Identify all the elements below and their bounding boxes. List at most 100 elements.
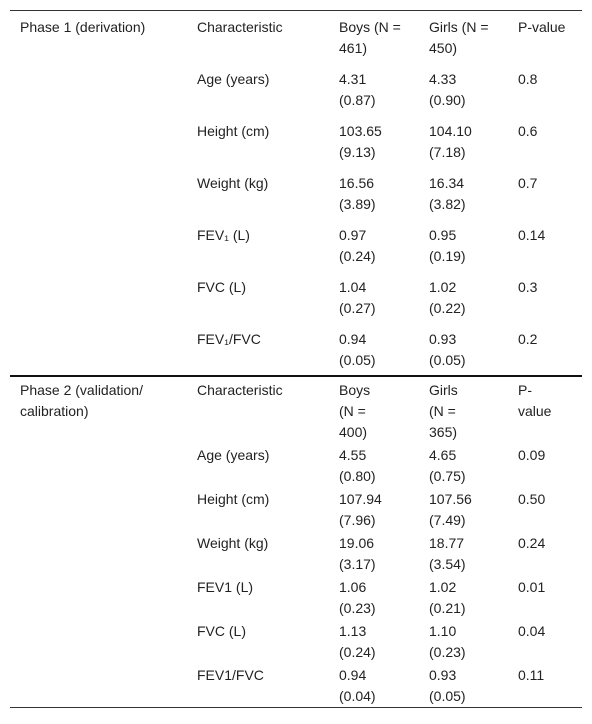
header-text: Girls (N = 450) <box>429 19 489 56</box>
boys-cell: 0.94 (0.04) <box>329 663 419 708</box>
header-cell: P-value <box>508 11 582 64</box>
boys-cell: 0.97 (0.24) <box>329 219 419 271</box>
girls-cell: 0.93 (0.05) <box>419 323 508 375</box>
header-cell: P-value <box>508 376 582 443</box>
sd: (3.82) <box>429 196 466 212</box>
table-container: Phase 1 (derivation) Characteristic Boys (… <box>10 10 582 708</box>
label-cell: FEV₁ (L) <box>187 219 329 271</box>
row-label: FVC (L) <box>197 279 246 295</box>
row-label: Weight (kg) <box>197 535 269 551</box>
girls-cell: 1.02 (0.21) <box>419 575 508 619</box>
data-row: Height (cm) 107.94 (7.96) 107.56 (7.49) 0.50 <box>10 487 582 531</box>
section-table: Phase 2 (validation/ calibration) Charact… <box>10 375 582 708</box>
header-text: Boys (N = 461) <box>339 19 401 56</box>
girls-cell: 0.95 (0.19) <box>419 219 508 271</box>
p-value: 0.7 <box>518 175 538 191</box>
label-cell: FVC (L) <box>187 271 329 323</box>
sd: (0.05) <box>429 352 466 368</box>
boys-cell: 1.06 (0.23) <box>329 575 419 619</box>
p-value: 0.50 <box>518 491 546 507</box>
row-label: FEV1 (L) <box>197 579 254 595</box>
sd: (3.54) <box>429 556 466 572</box>
mean: 0.93 <box>429 331 457 347</box>
section-title-cell: Phase 2 (validation/ calibration) <box>10 376 187 708</box>
mean: 4.65 <box>429 447 457 463</box>
header-cell: Girls (N = 450) <box>419 11 508 64</box>
p-cell: 0.50 <box>508 487 582 531</box>
p-value: 0.24 <box>518 535 546 551</box>
sd: (9.13) <box>339 144 376 160</box>
data-row: FEV1/FVC 0.94 (0.04) 0.93 (0.05) 0.11 <box>10 663 582 708</box>
p-value: 0.01 <box>518 579 546 595</box>
girls-cell: 16.34 (3.82) <box>419 167 508 219</box>
sd: (0.80) <box>339 468 376 484</box>
mean: 107.56 <box>429 491 472 507</box>
boys-cell: 4.55 (0.80) <box>329 443 419 487</box>
mean: 107.94 <box>339 491 382 507</box>
p-cell: 0.11 <box>508 663 582 708</box>
row-label: FEV₁/FVC <box>197 331 261 347</box>
data-row: Age (years) 4.55 (0.80) 4.65 (0.75) 0.09 <box>10 443 582 487</box>
mean: 1.13 <box>339 623 367 639</box>
row-label: FEV1/FVC <box>197 667 264 683</box>
sd: (0.04) <box>339 688 376 704</box>
sd: (0.21) <box>429 600 466 616</box>
girls-cell: 1.02 (0.22) <box>419 271 508 323</box>
header-cell: Characteristic <box>187 376 329 443</box>
sd: (0.75) <box>429 468 466 484</box>
boys-cell: 0.94 (0.05) <box>329 323 419 375</box>
data-row: Height (cm) 103.65 (9.13) 104.10 (7.18) 0.6 <box>10 115 582 167</box>
mean: 1.10 <box>429 623 457 639</box>
header-cell: Characteristic <box>187 11 329 64</box>
mean: 4.55 <box>339 447 367 463</box>
p-cell: 0.09 <box>508 443 582 487</box>
sd: (0.05) <box>339 352 376 368</box>
data-row: FVC (L) 1.04 (0.27) 1.02 (0.22) 0.3 <box>10 271 582 323</box>
mean: 16.34 <box>429 175 465 191</box>
p-cell: 0.2 <box>508 323 582 375</box>
boys-cell: 16.56 (3.89) <box>329 167 419 219</box>
label-cell: Height (cm) <box>187 115 329 167</box>
mean: 1.06 <box>339 579 367 595</box>
p-cell: 0.8 <box>508 63 582 115</box>
boys-cell: 19.06 (3.17) <box>329 531 419 575</box>
section-title: Phase 1 (derivation) <box>20 19 146 35</box>
header-row: Phase 2 (validation/ calibration) Charact… <box>10 376 582 443</box>
mean: 1.02 <box>429 579 457 595</box>
label-cell: Age (years) <box>187 443 329 487</box>
sd: (7.96) <box>339 512 376 528</box>
header-cell: Boys (N = 400) <box>329 376 419 443</box>
data-row: FEV1 (L) 1.06 (0.23) 1.02 (0.21) 0.01 <box>10 575 582 619</box>
label-cell: FEV1/FVC <box>187 663 329 708</box>
data-row: FEV₁ (L) 0.97 (0.24) 0.95 (0.19) 0.14 <box>10 219 582 271</box>
data-row: Weight (kg) 19.06 (3.17) 18.77 (3.54) 0.24 <box>10 531 582 575</box>
sd: (0.23) <box>339 600 376 616</box>
header-text: Characteristic <box>197 382 283 398</box>
sd: (0.24) <box>339 248 376 264</box>
mean: 0.94 <box>339 331 367 347</box>
section-table: Phase 1 (derivation) Characteristic Boys (… <box>10 10 582 375</box>
mean: 0.94 <box>339 667 367 683</box>
mean: 104.10 <box>429 123 472 139</box>
girls-cell: 107.56 (7.49) <box>419 487 508 531</box>
p-cell: 0.14 <box>508 219 582 271</box>
mean: 18.77 <box>429 535 465 551</box>
row-label: FEV₁ (L) <box>197 227 250 243</box>
row-label: Height (cm) <box>197 123 270 139</box>
data-row: Age (years) 4.31 (0.87) 4.33 (0.90) 0.8 <box>10 63 582 115</box>
label-cell: Height (cm) <box>187 487 329 531</box>
sd: (0.05) <box>429 688 466 704</box>
section-title: Phase 2 (validation/ calibration) <box>20 382 143 419</box>
header-text: P-value <box>518 382 552 419</box>
girls-cell: 4.33 (0.90) <box>419 63 508 115</box>
label-cell: Weight (kg) <box>187 167 329 219</box>
data-row: Weight (kg) 16.56 (3.89) 16.34 (3.82) 0.7 <box>10 167 582 219</box>
sd: (0.87) <box>339 92 376 108</box>
mean: 0.95 <box>429 227 457 243</box>
label-cell: FEV1 (L) <box>187 575 329 619</box>
p-value: 0.6 <box>518 123 538 139</box>
mean: 19.06 <box>339 535 375 551</box>
p-value: 0.8 <box>518 71 538 87</box>
mean: 1.02 <box>429 279 457 295</box>
girls-cell: 0.93 (0.05) <box>419 663 508 708</box>
